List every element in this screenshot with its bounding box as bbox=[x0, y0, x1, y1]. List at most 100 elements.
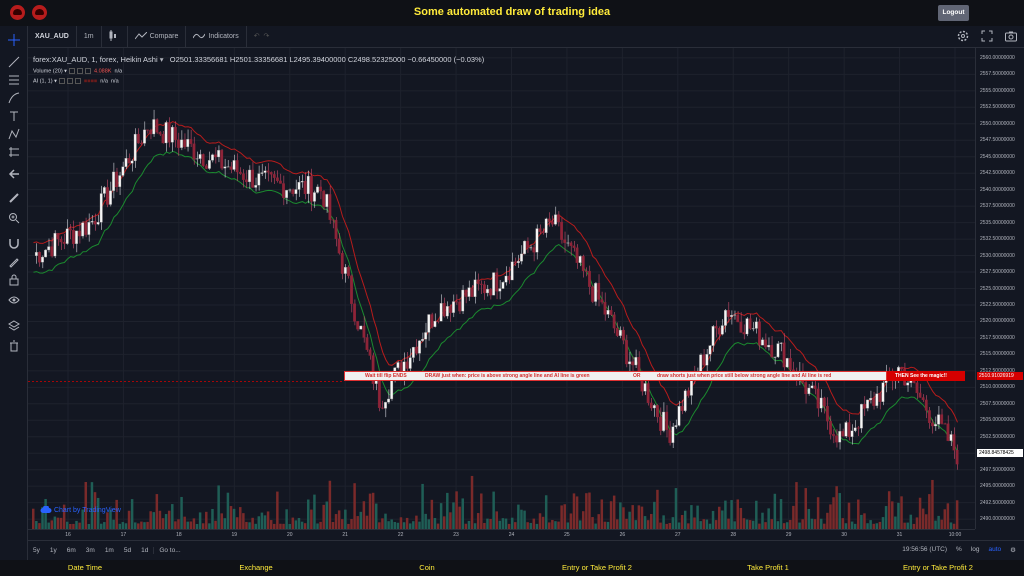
candle-body bbox=[600, 299, 604, 303]
candle-body bbox=[730, 315, 733, 317]
volume-bar bbox=[952, 523, 956, 529]
text-icon[interactable] bbox=[8, 110, 20, 122]
x-tick-label: 22 bbox=[397, 532, 404, 538]
volume-bar bbox=[269, 520, 273, 529]
study-settings-icon[interactable] bbox=[76, 68, 83, 74]
auto-toggle[interactable]: auto bbox=[988, 546, 1002, 553]
y-tick-label: 2490.00000000 bbox=[980, 516, 1015, 523]
volume-bar bbox=[832, 497, 835, 529]
range-1d[interactable]: 1d bbox=[141, 547, 149, 554]
range-6m[interactable]: 6m bbox=[66, 547, 76, 554]
time-axis[interactable]: 16 17 18 19 20 21 22 23 24 25 26 27 28 29 30 31 10:00 bbox=[28, 529, 975, 540]
axis-settings-icon[interactable]: ⚙ bbox=[1010, 547, 1016, 554]
volume-bar bbox=[776, 521, 780, 529]
lock-icon[interactable] bbox=[8, 274, 20, 286]
back-arrow-icon[interactable] bbox=[8, 168, 20, 180]
volume-bar bbox=[266, 511, 270, 529]
goto-button[interactable]: Go to... bbox=[153, 547, 185, 554]
study-eye-icon[interactable] bbox=[68, 68, 75, 74]
volume-bar bbox=[439, 503, 443, 529]
candle-body bbox=[279, 180, 282, 184]
pencil-lock-icon[interactable] bbox=[8, 256, 20, 268]
volume-bar bbox=[449, 512, 452, 529]
volume-study-label[interactable]: Volume (20) bbox=[33, 68, 63, 75]
range-5y[interactable]: 5y bbox=[33, 547, 40, 554]
candlestick-icon bbox=[109, 30, 116, 42]
candle-body bbox=[152, 119, 156, 135]
candle-body bbox=[625, 340, 628, 365]
trash-icon[interactable] bbox=[8, 340, 20, 352]
candle-body bbox=[656, 405, 659, 418]
legend-title[interactable]: forex:XAU_AUD, 1, forex, Heikin Ashi bbox=[33, 55, 158, 64]
candle-body bbox=[439, 303, 443, 322]
volume-bar bbox=[84, 481, 88, 529]
range-1y[interactable]: 1y bbox=[49, 547, 57, 554]
volume-bar bbox=[510, 517, 514, 529]
candle-body bbox=[455, 301, 458, 303]
range-5d[interactable]: 5d bbox=[123, 547, 132, 554]
candle-body bbox=[44, 249, 48, 258]
clock-readout[interactable]: 19:56:56 (UTC) bbox=[902, 546, 948, 553]
fib-icon[interactable] bbox=[8, 74, 20, 86]
chart-type-button[interactable] bbox=[102, 25, 128, 48]
study-close-icon[interactable] bbox=[84, 68, 91, 74]
brush-icon[interactable] bbox=[8, 92, 20, 104]
volume-bar bbox=[152, 512, 155, 529]
eye-icon[interactable] bbox=[8, 294, 20, 306]
study-settings-icon[interactable] bbox=[66, 78, 73, 85]
price-axis[interactable]: 2560.00000000 2557.50000000 2555.00000000 2… bbox=[975, 48, 1024, 529]
volume-bar bbox=[591, 517, 594, 529]
tradingview-watermark[interactable]: Chart by TradingView bbox=[40, 505, 121, 514]
range-1m[interactable]: 1m bbox=[104, 547, 114, 554]
volume-bar bbox=[906, 522, 909, 529]
zoom-in-icon[interactable] bbox=[8, 212, 20, 224]
volume-bar bbox=[826, 512, 829, 529]
study-eye-icon[interactable] bbox=[58, 78, 65, 85]
volume-bar bbox=[891, 501, 894, 529]
volume-bar bbox=[572, 493, 576, 529]
camera-icon[interactable] bbox=[1004, 29, 1018, 43]
interval-selector[interactable]: 1m bbox=[77, 25, 102, 48]
volume-bar bbox=[560, 505, 563, 529]
candle-body bbox=[745, 318, 749, 335]
magnet-icon[interactable] bbox=[8, 238, 20, 250]
crosshair-icon[interactable] bbox=[8, 34, 20, 46]
banner-draw-text: DRAW just when: price is above strong an… bbox=[425, 373, 590, 379]
volume-bar bbox=[588, 492, 591, 529]
volume-bar bbox=[850, 521, 854, 529]
candle-body bbox=[572, 245, 576, 248]
volume-bar bbox=[625, 518, 628, 529]
trendline-icon[interactable] bbox=[8, 56, 20, 68]
compare-button[interactable]: Compare bbox=[128, 25, 187, 48]
indicators-button[interactable]: Indicators bbox=[186, 25, 247, 48]
range-3m[interactable]: 3m bbox=[85, 547, 95, 554]
volume-bar bbox=[758, 523, 761, 529]
symbol-selector[interactable]: XAU_AUD bbox=[28, 25, 77, 48]
fullscreen-icon[interactable] bbox=[980, 29, 994, 43]
candle-body bbox=[550, 221, 554, 225]
volume-bar bbox=[297, 517, 301, 529]
volume-bar bbox=[807, 508, 811, 529]
volume-bar bbox=[878, 521, 882, 529]
prediction-icon[interactable] bbox=[8, 146, 20, 158]
candle-body bbox=[850, 430, 854, 437]
study-close-icon[interactable] bbox=[74, 78, 81, 85]
price-plot[interactable] bbox=[28, 48, 975, 529]
percent-toggle[interactable]: % bbox=[956, 546, 962, 553]
volume-bar bbox=[751, 520, 755, 529]
candle-body bbox=[578, 256, 582, 263]
ai-study-label[interactable]: AI (1, 1) bbox=[33, 78, 53, 85]
undo-button[interactable]: ↶ ↷ bbox=[253, 32, 270, 40]
log-toggle[interactable]: log bbox=[970, 546, 980, 553]
candle-series bbox=[34, 109, 959, 470]
ruler-icon[interactable] bbox=[8, 192, 20, 204]
layers-icon[interactable] bbox=[8, 320, 20, 332]
candle-body bbox=[952, 434, 956, 451]
candle-body bbox=[618, 329, 622, 336]
candle-body bbox=[294, 189, 298, 194]
volume-bar bbox=[328, 480, 332, 529]
logout-button[interactable]: Logout bbox=[938, 5, 969, 21]
candle-body bbox=[214, 154, 217, 158]
settings-gear-icon[interactable] bbox=[956, 29, 970, 43]
pattern-icon[interactable] bbox=[8, 128, 20, 140]
